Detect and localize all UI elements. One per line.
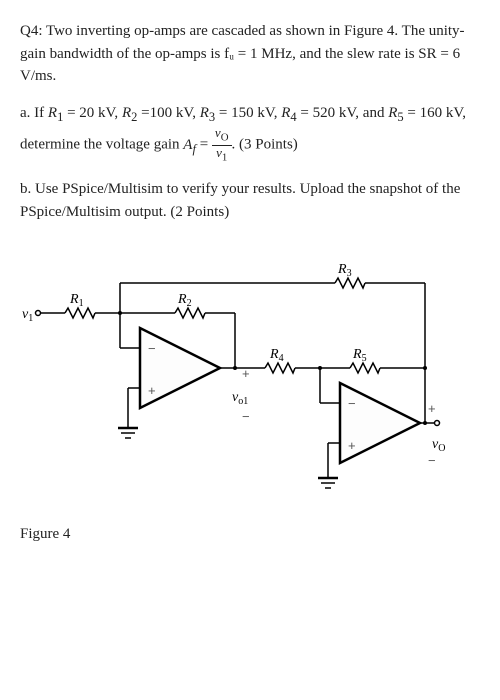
question-intro: Q4: Two inverting op-amps are cascaded a…	[20, 20, 480, 88]
svg-text:−: −	[348, 396, 356, 411]
label-vo: vO	[432, 437, 445, 454]
part-a: a. If R1 = 20 kV, R2 =100 kV, R3 = 150 k…	[20, 102, 480, 165]
svg-text:−: −	[148, 341, 156, 356]
svg-text:+: +	[148, 383, 156, 398]
svg-text:+: +	[242, 366, 250, 381]
svg-text:+: +	[348, 438, 356, 453]
question-body: Two inverting op-amps are cascaded as sh…	[20, 23, 465, 84]
label-v1: v1	[22, 307, 33, 324]
label-vo1: vo1	[232, 390, 248, 407]
figure-caption: Figure 4	[20, 523, 480, 546]
part-b: b. Use PSpice/Multisim to verify your re…	[20, 178, 480, 223]
label-r4: R4	[269, 347, 284, 364]
label-r1: R1	[69, 292, 84, 309]
label-r5: R5	[352, 347, 367, 364]
svg-text:−: −	[242, 409, 250, 424]
label-r2: R2	[177, 292, 192, 309]
circuit-figure: v1 R1 R2 − + vo1 + − R4 R5 R3 − +	[20, 253, 480, 503]
svg-text:+: +	[428, 401, 436, 416]
label-r3: R3	[337, 262, 352, 279]
svg-text:−: −	[428, 453, 436, 468]
question-prefix: Q4:	[20, 23, 43, 39]
